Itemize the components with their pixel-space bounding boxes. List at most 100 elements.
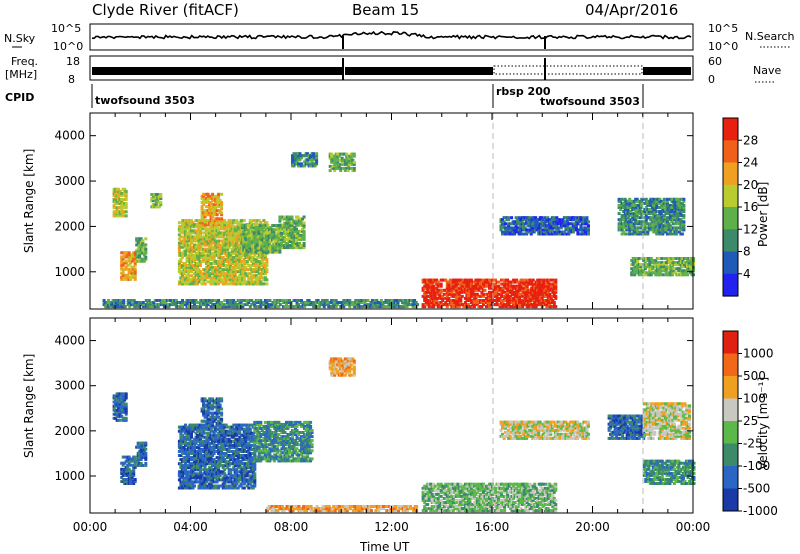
data-cell [278,217,282,221]
data-cell [220,219,224,223]
data-cell [206,219,210,223]
data-cell [661,263,665,267]
data-cell [260,244,264,248]
data-cell [641,220,645,224]
data-cell [469,288,473,292]
data-cell [501,303,505,307]
data-cell [486,294,490,298]
data-cell [133,465,137,469]
data-cell [227,251,231,255]
data-cell [122,303,126,307]
data-cell [154,203,158,207]
data-cell [300,301,303,304]
data-cell [223,239,227,243]
data-cell [509,280,513,284]
data-cell [124,204,128,208]
data-cell [209,241,213,245]
data-cell [565,218,569,222]
data-cell [124,189,128,193]
data-cell [506,282,510,286]
data-cell [336,158,340,162]
data-cell [687,263,691,267]
data-cell [200,274,204,278]
data-cell [322,305,326,309]
data-cell [319,301,323,304]
data-cell [545,305,549,309]
data-cell [112,406,116,410]
data-cell [211,299,215,302]
data-cell [485,284,488,288]
data-cell [112,204,116,208]
data-cell [519,224,523,228]
data-cell [141,241,145,245]
data-cell [278,215,282,219]
freq-label-2: [MHz] [5,68,37,81]
data-cell [457,303,461,307]
data-cell [287,219,291,223]
data-cell [416,303,420,307]
data-cell [212,262,216,265]
data-cell [554,280,558,284]
data-cell [641,210,645,213]
data-cell [112,394,116,398]
data-cell [202,235,206,239]
data-cell [421,305,425,309]
nave-label: Nave [753,64,781,77]
data-cell [507,284,511,288]
data-cell [212,209,216,213]
data-cell [460,290,464,294]
data-cell [242,264,246,267]
data-cell [229,264,233,267]
data-cell [668,224,672,228]
data-cell [643,267,647,271]
data-cell [318,305,322,309]
data-cell [199,301,202,304]
data-cell [501,278,505,282]
data-cell [501,299,505,302]
data-cell [263,240,267,244]
data-cell [217,282,221,286]
data-cell [626,210,630,213]
data-cell [495,296,499,300]
data-cell [199,264,202,267]
data-cell [585,222,589,226]
data-cell [480,286,484,290]
data-cell [266,303,270,307]
data-cell [119,299,123,302]
data-cell [196,266,199,270]
data-cell [215,213,219,217]
data-cell [510,222,514,226]
data-cell [528,296,532,300]
data-cell [272,238,276,242]
data-cell [203,278,207,282]
data-cell [644,214,648,218]
data-cell [321,303,325,307]
data-cell [203,215,207,219]
data-cell [226,247,230,251]
data-cell [307,301,311,304]
data-cell [499,228,503,232]
data-cell [139,451,143,455]
data-cell [139,249,143,253]
data-cell [119,303,123,307]
data-cell [257,278,261,282]
data-cell [542,299,546,302]
data-cell [120,414,124,418]
data-cell [662,216,666,220]
data-cell [636,267,640,271]
data-cell [662,224,666,228]
data-cell [139,251,143,255]
data-cell [334,299,338,302]
data-cell [565,220,569,224]
data-cell [212,213,216,217]
data-cell [245,230,249,234]
data-cell [545,288,549,292]
data-cell [144,457,148,461]
data-cell [681,271,685,275]
data-cell [525,222,529,226]
data-cell [310,158,314,162]
data-cell [118,214,122,218]
data-cell [129,277,133,281]
data-cell [441,278,445,282]
data-cell [497,292,500,296]
